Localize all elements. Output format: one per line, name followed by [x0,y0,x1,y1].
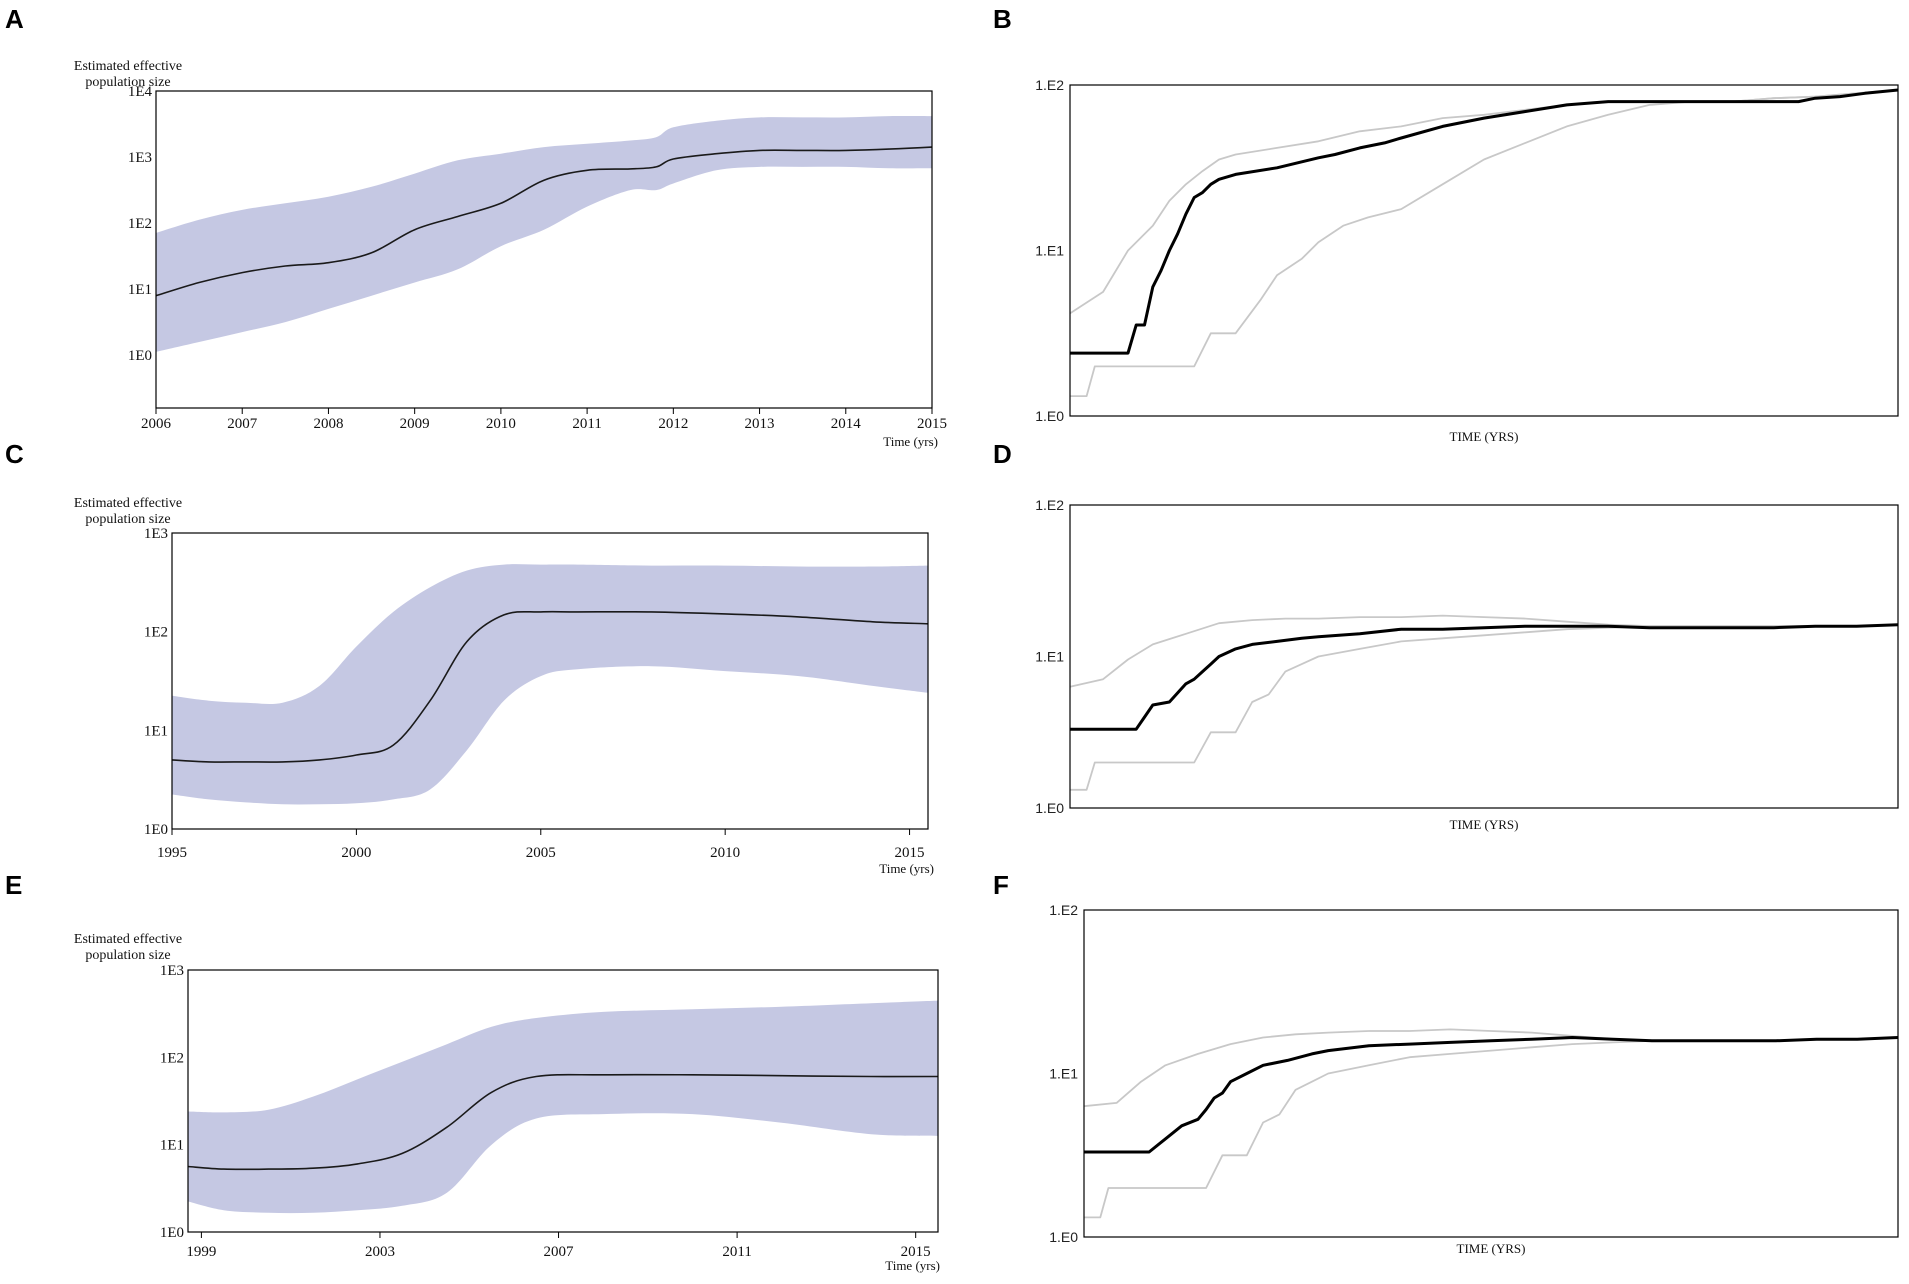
y-tick-label: 1E3 [128,150,152,166]
plot-frame-b [1069,84,1899,417]
y-tick-label: 1E2 [160,1050,184,1066]
x-axis-label: Time (yrs) [885,1258,940,1273]
median-line-b [1070,88,1899,355]
y-tick-label: 1E1 [144,723,168,739]
x-tick-label: 1995 [157,845,187,861]
plot-frame-a [155,90,933,409]
plot-frame-d [1069,504,1899,809]
x-tick-label: 2007 [227,416,258,432]
hpd-band-a [156,116,932,352]
x-axis-label: Time (yrs) [879,861,934,876]
x-tick-label: 2015 [917,416,947,432]
lower-line-b [1070,89,1899,397]
x-axis-label: TIME (YRS) [1450,429,1519,444]
x-tick-label: 2009 [400,416,430,432]
median-line-a [155,146,933,297]
median-line-e [187,1073,939,1171]
x-tick-label: 2015 [901,1244,931,1260]
hpd-band-e [188,1000,938,1214]
x-tick-label: 2005 [526,845,556,861]
y-tick-label: 1E3 [144,526,168,542]
x-tick-label: 2011 [572,416,601,432]
median-line-c [171,610,929,763]
panel-letter-b: B [993,4,1012,34]
x-tick-label: 1999 [186,1244,216,1260]
y-tick-label: 1.E2 [1035,77,1064,93]
y-tick-label: 1.E1 [1035,649,1064,665]
panel-letter-f: F [993,870,1009,900]
y-tick-label: 1.E2 [1049,902,1078,918]
panel-letter-e: E [5,870,22,900]
x-axis-label: TIME (YRS) [1457,1241,1526,1256]
y-tick-label: 1.E1 [1035,243,1064,259]
chart-panel-d: 1.E0 1.E1 1.E2 TIME (YRS) [1035,497,1899,832]
y-axis-label: Estimated effective [74,59,182,74]
y-tick-label: 1E2 [144,625,168,641]
x-tick-label: 2008 [313,416,343,432]
x-tick-label: 2010 [710,845,740,861]
x-tick-label: 2003 [365,1244,395,1260]
panel-letter-d: D [993,439,1012,469]
x-tick-label: 2000 [341,845,371,861]
x-axis-label: TIME (YRS) [1450,817,1519,832]
chart-panel-b: 1.E0 1.E1 1.E2 TIME (YRS) [1035,77,1899,444]
x-tick-label: 2013 [745,416,775,432]
y-axis-label: population size [85,512,170,527]
y-tick-label: 1.E1 [1049,1066,1078,1082]
y-tick-label: 1E1 [128,282,152,298]
x-tick-label: 2014 [831,416,862,432]
y-tick-label: 1E4 [128,84,153,100]
panel-letter-a: A [5,4,24,34]
chart-panel-c: 1E0 1E1 1E2 1E3 1995 2000 2005 2010 2015 Estimate… [74,496,934,876]
upper-line-b [1069,89,1899,315]
y-tick-label: 1E0 [160,1225,184,1241]
y-axis-label: population size [85,948,170,963]
x-tick-label: 2012 [658,416,688,432]
x-tick-label: 2011 [722,1244,751,1260]
x-tick-label: 2007 [544,1244,575,1260]
y-tick-label: 1E2 [128,216,152,232]
chart-panel-f: 1.E0 1.E1 1.E2 TIME (YRS) [1049,902,1899,1256]
hpd-band-c [172,564,928,805]
y-tick-label: 1E1 [160,1138,184,1154]
median-line-d [1070,623,1899,731]
chart-panel-e: 1E0 1E1 1E2 1E3 1999 2003 2007 2011 2015 Estimate… [74,932,940,1273]
x-axis-label: Time (yrs) [883,434,938,449]
lower-line-f [1084,1036,1899,1219]
plot-frame-c [171,532,929,830]
y-tick-label: 1.E0 [1049,1229,1078,1245]
y-tick-label: 1E0 [128,348,152,364]
y-tick-label: 1.E0 [1035,408,1064,424]
y-tick-label: 1E3 [160,963,184,979]
plot-frame-e [187,969,939,1233]
panel-letter-c: C [5,439,24,469]
plot-frame-f [1083,909,1899,1238]
y-tick-label: 1.E0 [1035,800,1064,816]
y-tick-label: 1.E2 [1035,497,1064,513]
y-axis-label: Estimated effective [74,932,182,947]
median-line-f [1084,1036,1899,1154]
x-tick-label: 2006 [141,416,172,432]
chart-panel-a: 1E0 1E1 1E2 1E3 1E4 2006 2007 2008 2009 2010 2011 2… [74,59,947,449]
y-tick-label: 1E0 [144,822,168,838]
x-tick-label: 2010 [486,416,516,432]
y-axis-label: Estimated effective [74,496,182,511]
x-tick-label: 2015 [895,845,925,861]
y-axis-label: population size [85,75,170,90]
lower-line-d [1070,623,1899,791]
